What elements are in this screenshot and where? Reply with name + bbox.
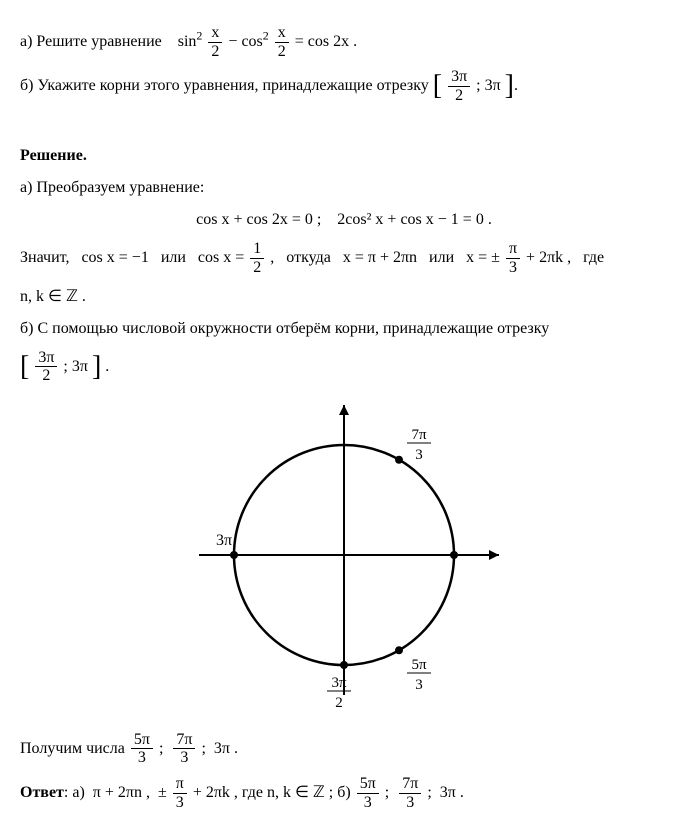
solution-heading: Решение. bbox=[20, 144, 668, 168]
frac-7pi-over-3: 7π 3 bbox=[173, 731, 195, 767]
frac-3pi-over-2: 3π 2 bbox=[448, 68, 470, 104]
task-a-prefix: а) Решите уравнение bbox=[20, 33, 162, 50]
frac-x-over-2-a: x 2 bbox=[208, 24, 222, 60]
svg-text:5π: 5π bbox=[411, 657, 427, 673]
nk-line: n, k ∈ ℤ . bbox=[20, 285, 668, 309]
task-a-equation: sin2 x 2 − cos2 x 2 = cos 2x . bbox=[178, 33, 357, 50]
solution-a-text: а) Преобразуем уравнение: bbox=[20, 176, 668, 200]
answer-line: Ответ: а) π + 2πn , ± π 3 + 2πk , где n,… bbox=[20, 775, 668, 811]
unit-circle-chart: 7π 3 3π 5π 3 3π 2 bbox=[20, 395, 668, 723]
frac-x-over-2-b: x 2 bbox=[275, 24, 289, 60]
svg-text:3: 3 bbox=[415, 677, 423, 693]
task-b-prefix: б) Укажите корни этого уравнения, принад… bbox=[20, 77, 433, 94]
frac-5pi-over-3: 5π 3 bbox=[131, 731, 153, 767]
solution-b-text: б) С помощью числовой окружности отберём… bbox=[20, 317, 668, 341]
svg-text:7π: 7π bbox=[411, 427, 427, 443]
svg-text:3π: 3π bbox=[216, 532, 232, 549]
svg-text:3: 3 bbox=[415, 447, 423, 463]
task-a: а) Решите уравнение sin2 x 2 − cos2 x 2 … bbox=[20, 24, 668, 60]
svg-text:2: 2 bbox=[335, 695, 343, 711]
result-line: Получим числа 5π 3 ; 7π 3 ; 3π . bbox=[20, 731, 668, 767]
task-b: б) Укажите корни этого уравнения, принад… bbox=[20, 68, 668, 104]
solution-a-equation: cos x + cos 2x = 0 ; 2cos² x + cos x − 1… bbox=[20, 208, 668, 232]
solution-so: Значит, cos x = −1 или cos x = 1 2 , отк… bbox=[20, 240, 668, 276]
bracket-left: [ bbox=[433, 70, 442, 101]
svg-text:3π: 3π bbox=[331, 675, 347, 691]
frac-pi-over-3: π 3 bbox=[506, 240, 520, 276]
solution-b-interval: [ 3π 2 ; 3π ] . bbox=[20, 349, 668, 385]
bracket-right: ] bbox=[505, 70, 514, 101]
frac-1-over-2: 1 2 bbox=[250, 240, 264, 276]
answer-label: Ответ bbox=[20, 784, 64, 801]
unit-circle-svg: 7π 3 3π 5π 3 3π 2 bbox=[154, 395, 534, 715]
